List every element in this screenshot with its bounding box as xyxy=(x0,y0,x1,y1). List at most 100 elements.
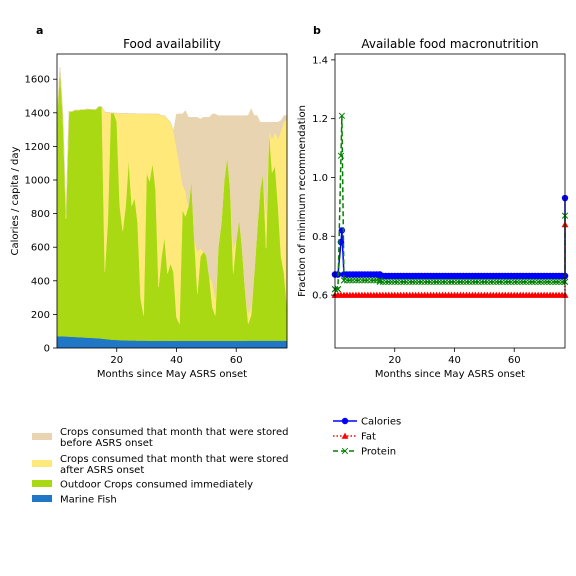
marker-protein xyxy=(394,278,401,286)
marker-protein xyxy=(478,278,485,286)
panel-b-xlabel: Months since May ASRS onset xyxy=(375,369,525,380)
markers-protein xyxy=(331,112,569,293)
line-fat xyxy=(335,224,566,296)
marker-protein xyxy=(442,278,449,286)
legend-label-fat: Fat xyxy=(361,432,376,443)
panel-b: b Available food macronutrition 20 40 60 0… xyxy=(297,24,569,458)
marker-protein xyxy=(439,278,446,286)
marker-protein xyxy=(349,277,357,284)
legend-swatch-marine-fish xyxy=(32,495,52,502)
marker-protein xyxy=(523,278,530,286)
line-protein xyxy=(335,115,566,290)
legend-label-crops-consumed-that-month-that-were-stored-before-asrs-onset: Crops consumed that month that were stor… xyxy=(60,427,288,438)
y-tick-label: 600 xyxy=(31,243,50,254)
marker-protein xyxy=(490,278,497,286)
y-tick-label: 1.4 xyxy=(312,55,328,66)
panel-b-label: b xyxy=(313,24,321,37)
marker-protein xyxy=(400,278,407,286)
y-tick-label: 200 xyxy=(31,310,50,321)
x-tick-label: 60 xyxy=(230,355,243,366)
panel-b-plot-area xyxy=(331,112,569,298)
y-tick-label: 0.8 xyxy=(312,232,328,243)
marker-protein xyxy=(526,278,533,286)
marker-protein xyxy=(433,278,440,286)
marker-protein xyxy=(352,277,360,284)
marker-protein xyxy=(549,278,557,286)
marker-calories xyxy=(340,271,348,278)
y-tick-label: 400 xyxy=(31,276,50,287)
marker-protein xyxy=(466,278,473,286)
marker-protein xyxy=(448,278,455,286)
panel-b-title: Available food macronutrition xyxy=(361,37,538,51)
panel-a: a Food availability 20 40 60 0 200 400 600 800… xyxy=(10,24,288,506)
marker-protein xyxy=(460,278,467,286)
marker-protein xyxy=(552,278,560,286)
marker-protein xyxy=(355,277,363,284)
marker-protein xyxy=(445,278,452,286)
y-tick-label: 0 xyxy=(44,344,50,355)
marker-protein xyxy=(537,278,545,286)
markers-fat xyxy=(331,221,569,298)
marker-protein xyxy=(424,278,431,286)
legend-marker-fat xyxy=(341,432,349,439)
marker-protein xyxy=(358,277,366,284)
marker-protein xyxy=(370,277,377,284)
marker-protein xyxy=(367,277,374,284)
marker-protein xyxy=(558,278,566,286)
x-tick-label: 40 xyxy=(448,355,461,366)
markers-calories xyxy=(331,194,569,280)
marker-protein xyxy=(493,278,500,286)
marker-protein xyxy=(415,278,422,286)
marker-protein xyxy=(346,277,354,284)
marker-protein xyxy=(528,278,536,286)
marker-protein xyxy=(406,278,413,286)
panel-a-plot-area xyxy=(56,67,288,349)
marker-protein xyxy=(508,278,515,286)
marker-protein xyxy=(376,278,383,286)
marker-protein xyxy=(397,278,404,286)
panel-b-x-ticks: 20 40 60 xyxy=(388,348,521,366)
y-tick-label: 0.6 xyxy=(312,291,328,302)
marker-protein xyxy=(454,278,461,286)
legend-label-protein: Protein xyxy=(361,447,396,458)
marker-protein xyxy=(496,278,503,286)
marker-protein xyxy=(412,278,419,286)
marker-protein xyxy=(340,277,348,284)
y-tick-label: 1.2 xyxy=(312,114,328,125)
line-calories xyxy=(335,198,566,277)
marker-protein xyxy=(469,278,476,286)
marker-protein xyxy=(546,278,554,286)
legend-label-crops-consumed-that-month-that-were-stored-after-asrs-onset: after ASRS onset xyxy=(60,465,144,476)
marker-protein xyxy=(451,278,458,286)
marker-protein xyxy=(505,278,512,286)
legend-marker-protein xyxy=(341,447,349,455)
marker-protein xyxy=(343,277,351,284)
marker-protein xyxy=(421,278,428,286)
marker-protein xyxy=(427,278,434,286)
marker-protein xyxy=(499,278,506,286)
marker-protein xyxy=(487,278,494,286)
marker-protein xyxy=(531,278,539,286)
marker-protein xyxy=(457,278,464,286)
panel-a-ylabel: Calories / capita / day xyxy=(10,146,21,255)
y-tick-label: 1.0 xyxy=(312,173,328,184)
legend-label-marine-fish: Marine Fish xyxy=(60,495,117,506)
marker-protein xyxy=(379,278,386,286)
marker-protein xyxy=(475,278,482,286)
legend-label-calories: Calories xyxy=(361,417,401,428)
marker-protein xyxy=(361,277,369,284)
marker-protein xyxy=(514,278,521,286)
panel-a-x-ticks: 20 40 60 xyxy=(110,348,243,366)
x-tick-label: 60 xyxy=(508,355,521,366)
legend-swatch-crops-consumed-that-month-that-were-stored-before-asrs-onset xyxy=(32,433,52,440)
marker-protein xyxy=(555,278,563,286)
y-tick-label: 1000 xyxy=(25,176,50,187)
marker-protein xyxy=(534,278,542,286)
marker-calories xyxy=(376,272,384,280)
marker-protein xyxy=(511,278,518,286)
marker-protein xyxy=(409,278,416,286)
legend-label-outdoor-crops-consumed-immediately: Outdoor Crops consumed immediately xyxy=(60,480,253,491)
legend-label-crops-consumed-that-month-that-were-stored-after-asrs-onset: Crops consumed that month that were stor… xyxy=(60,454,288,465)
legend-label-crops-consumed-that-month-that-were-stored-before-asrs-onset: before ASRS onset xyxy=(60,438,153,449)
marker-protein xyxy=(338,112,346,119)
